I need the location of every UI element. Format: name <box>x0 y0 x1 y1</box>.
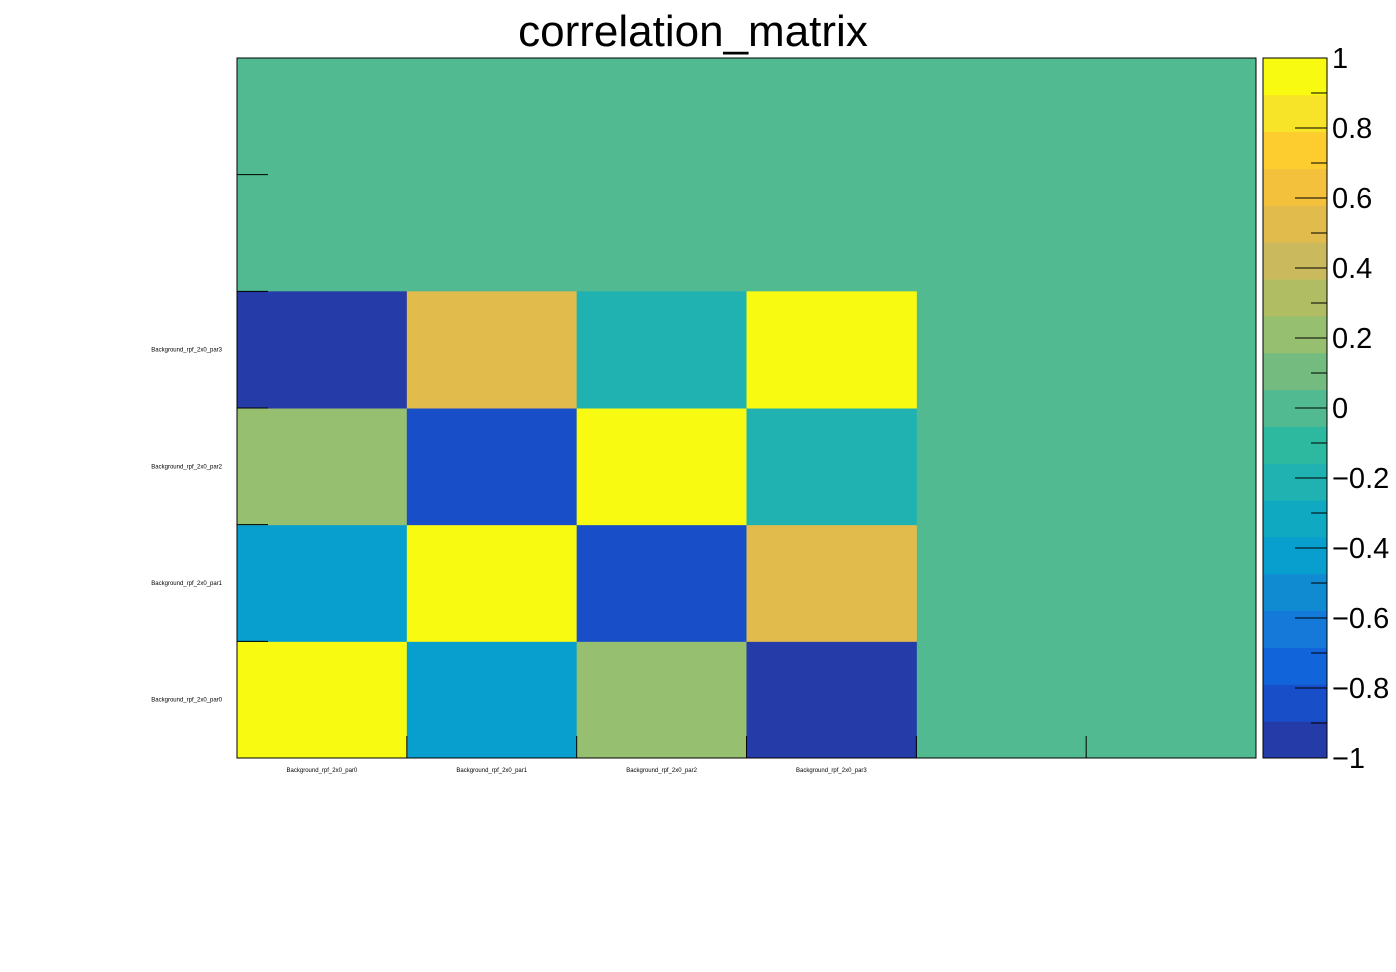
x-tick-label: Background_rpf_2x0_par3 <box>796 768 867 774</box>
color-scale-segment <box>1263 536 1327 575</box>
color-scale-label: −0.6 <box>1332 603 1389 635</box>
heatmap-cell <box>237 408 408 526</box>
x-tick-label: Background_rpf_2x0_par1 <box>456 768 527 774</box>
heatmap-cell <box>406 408 578 526</box>
color-scale-segment <box>1263 610 1327 648</box>
x-tick-label: Background_rpf_2x0_par2 <box>626 768 697 774</box>
x-axis-tick-labels: Background_rpf_2x0_par0 Background_rpf_2x… <box>287 768 868 774</box>
color-scale-segment <box>1263 94 1327 133</box>
heatmap-cell <box>237 524 408 642</box>
heatmap-cell <box>576 291 747 409</box>
color-scale-bar <box>1262 57 1328 759</box>
color-scale-segment <box>1263 168 1327 206</box>
heatmap-cells <box>237 58 1256 759</box>
color-scale-segment <box>1263 573 1327 612</box>
y-axis-tick-labels: Background_rpf_2x0_par0 Background_rpf_2x… <box>151 348 222 704</box>
heatmap-cell <box>746 641 917 759</box>
heatmap-cell <box>576 524 747 642</box>
x-axis-ticks <box>406 736 1087 758</box>
color-scale-label: −0.8 <box>1332 673 1389 705</box>
color-scale-segment <box>1263 352 1327 391</box>
color-scale-segment <box>1263 463 1327 501</box>
y-tick-label: Background_rpf_2x0_par3 <box>151 348 222 354</box>
x-tick-label: Background_rpf_2x0_par0 <box>287 768 358 774</box>
color-scale-label: 0.2 <box>1332 323 1372 355</box>
heatmap-cell <box>746 408 917 526</box>
color-scale-segment <box>1263 500 1327 538</box>
heatmap-cell <box>576 408 747 526</box>
heatmap-cell <box>406 524 578 642</box>
heatmap-cell <box>746 291 917 409</box>
color-scale-segment <box>1263 721 1327 759</box>
color-scale-segment <box>1263 684 1327 722</box>
color-scale-label: 0 <box>1332 393 1348 425</box>
chart-title: correlation_matrix <box>518 7 868 56</box>
y-axis-ticks <box>237 174 268 642</box>
color-scale-segment <box>1263 242 1327 280</box>
heatmap-cell <box>406 641 578 759</box>
color-scale-label: 0.6 <box>1332 183 1372 215</box>
color-scale-label: 0.8 <box>1332 113 1372 145</box>
heatmap-cell <box>576 641 747 759</box>
color-scale-label: −0.4 <box>1332 533 1389 565</box>
color-scale-segment <box>1263 315 1327 354</box>
color-scale-segment <box>1263 647 1327 685</box>
y-tick-label: Background_rpf_2x0_par2 <box>151 464 222 470</box>
color-scale-labels: 1 0.8 0.6 0.4 0.2 0 −0.2 −0.4 −0.6 −0.8 −1 <box>1295 43 1389 775</box>
heatmap-cell <box>237 641 408 759</box>
color-scale-segment <box>1263 58 1327 96</box>
y-tick-label: Background_rpf_2x0_par0 <box>151 698 222 704</box>
y-tick-label: Background_rpf_2x0_par1 <box>151 581 222 587</box>
color-scale-label: 1 <box>1332 43 1348 75</box>
color-scale-segment <box>1263 279 1327 317</box>
color-scale-label: 0.4 <box>1332 253 1372 285</box>
heatmap-cell <box>746 524 917 642</box>
color-scale-segment <box>1263 426 1327 464</box>
color-scale-label: −1 <box>1332 743 1365 775</box>
color-scale-label: −0.2 <box>1332 463 1389 495</box>
heatmap-cell <box>237 291 408 409</box>
color-scale-segment <box>1263 205 1327 243</box>
heatmap-cell <box>406 291 578 409</box>
